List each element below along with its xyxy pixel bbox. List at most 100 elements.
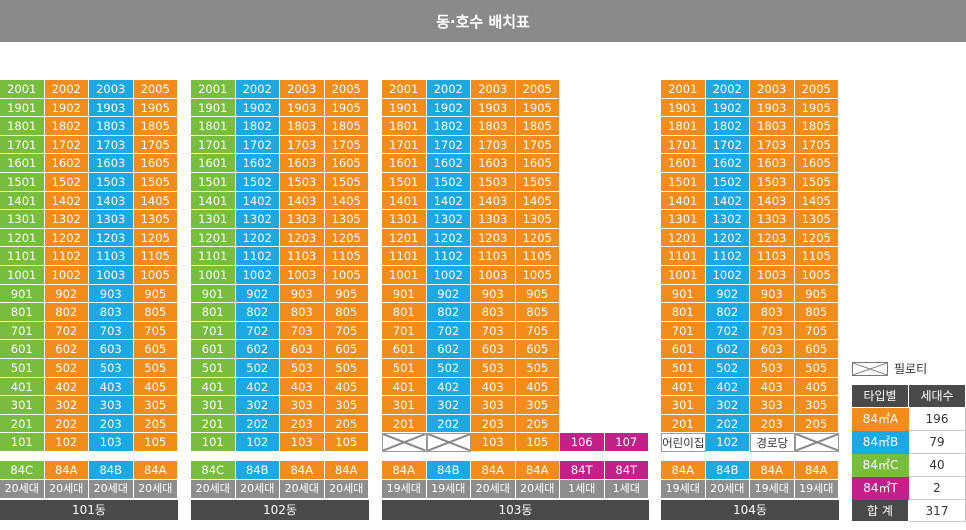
unit-cell: 702	[44, 321, 89, 341]
unit-cell: 803	[280, 303, 325, 322]
unit-cell: 901	[191, 284, 236, 304]
unit-cell: 102	[705, 433, 750, 452]
unit-cell: 1203	[471, 228, 516, 248]
unit-cell: 1203	[750, 228, 795, 248]
unit-cell: 901	[0, 284, 45, 304]
unit-cell: 1601	[382, 154, 427, 173]
unit-cell: 1803	[89, 117, 134, 136]
facility-cell: 경로당	[750, 433, 795, 452]
unit-cell: 505	[133, 359, 178, 378]
unit-cell: 1105	[324, 247, 369, 266]
unit-cell: 701	[0, 321, 45, 341]
unit-cell: 605	[324, 340, 369, 359]
unit-type-label: 84A	[280, 461, 325, 479]
unit-cell: 1701	[191, 135, 236, 155]
unit-cell: 107	[604, 433, 649, 452]
legend-type-84B: 84㎡B	[852, 431, 909, 454]
unit-type-label: 84A	[382, 461, 427, 479]
unit-cell: 401	[0, 377, 45, 397]
legend-header-count: 세대수	[909, 385, 966, 408]
unit-cell: 701	[191, 321, 236, 341]
unit-cell: 2001	[191, 80, 236, 99]
unit-cell: 103	[471, 433, 516, 452]
unit-cell: 1603	[471, 154, 516, 173]
unit-type-label: 84T	[560, 461, 605, 479]
unit-cell: 805	[794, 303, 839, 322]
unit-cell: 1001	[661, 266, 706, 285]
unit-cell: 1201	[0, 228, 45, 248]
unit-type-label: 84B	[89, 461, 134, 479]
unit-cell: 1703	[471, 135, 516, 155]
unit-cell: 1603	[750, 154, 795, 173]
unit-cell: 1505	[324, 173, 369, 192]
unit-cell: 1003	[471, 266, 516, 285]
unit-cell: 1602	[426, 154, 471, 173]
unit-cell: 903	[471, 284, 516, 304]
unit-cell: 1201	[661, 228, 706, 248]
unit-cell: 103	[280, 433, 325, 452]
unit-cell: 1105	[515, 247, 560, 266]
unit-cell: 1503	[280, 173, 325, 192]
unit-cell: 1903	[750, 98, 795, 118]
unit-cell: 603	[750, 340, 795, 359]
unit-cell: 2002	[44, 80, 89, 99]
unit-cell: 503	[280, 359, 325, 378]
unit-count-label: 20세대	[235, 480, 280, 498]
unit-cell: 2005	[324, 80, 369, 99]
unit-cell: 203	[471, 414, 516, 434]
unit-cell: 402	[44, 377, 89, 397]
unit-cell: 1805	[324, 117, 369, 136]
unit-cell: 402	[705, 377, 750, 397]
unit-cell: 1805	[133, 117, 178, 136]
unit-cell: 803	[750, 303, 795, 322]
unit-cell: 2005	[133, 80, 178, 99]
unit-cell: 905	[133, 284, 178, 304]
unit-cell: 405	[794, 377, 839, 397]
unit-cell: 1801	[191, 117, 236, 136]
unit-cell: 1605	[794, 154, 839, 173]
facility-cell: 어린이집	[661, 433, 706, 452]
unit-cell: 402	[426, 377, 471, 397]
legend-type-84C: 84㎡C	[852, 454, 909, 477]
unit-cell: 605	[133, 340, 178, 359]
unit-cell: 1302	[235, 210, 280, 229]
unit-cell: 1605	[515, 154, 560, 173]
unit-cell: 1103	[750, 247, 795, 266]
unit-cell: 802	[44, 303, 89, 322]
unit-cell: 106	[560, 433, 605, 452]
unit-cell: 503	[89, 359, 134, 378]
unit-cell: 1502	[426, 173, 471, 192]
unit-cell: 1505	[133, 173, 178, 192]
unit-count-label: 20세대	[324, 480, 369, 498]
unit-cell: 702	[235, 321, 280, 341]
legend-count-84T: 2	[909, 477, 966, 500]
unit-cell: 1602	[235, 154, 280, 173]
unit-cell: 1202	[235, 228, 280, 248]
unit-cell: 1405	[794, 191, 839, 211]
unit-cell: 1801	[661, 117, 706, 136]
unit-cell: 2001	[0, 80, 45, 99]
unit-cell: 603	[280, 340, 325, 359]
unit-cell: 203	[280, 414, 325, 434]
unit-cell: 105	[324, 433, 369, 452]
unit-cell: 1602	[44, 154, 89, 173]
unit-cell: 2002	[235, 80, 280, 99]
unit-cell: 1702	[44, 135, 89, 155]
unit-cell: 1005	[515, 266, 560, 285]
legend-type-84T: 84㎡T	[852, 477, 909, 500]
piloti-legend-icon	[852, 362, 888, 376]
unit-cell: 205	[324, 414, 369, 434]
unit-cell: 302	[235, 396, 280, 415]
unit-cell: 1603	[89, 154, 134, 173]
unit-type-label: 84B	[426, 461, 471, 479]
unit-cell: 1002	[426, 266, 471, 285]
unit-cell: 405	[515, 377, 560, 397]
unit-cell: 1705	[324, 135, 369, 155]
unit-type-label: 84A	[133, 461, 178, 479]
unit-cell: 1602	[705, 154, 750, 173]
unit-cell: 105	[515, 433, 560, 452]
unit-cell: 1301	[661, 210, 706, 229]
unit-cell: 1703	[750, 135, 795, 155]
unit-cell: 1505	[794, 173, 839, 192]
unit-cell: 1205	[794, 228, 839, 248]
